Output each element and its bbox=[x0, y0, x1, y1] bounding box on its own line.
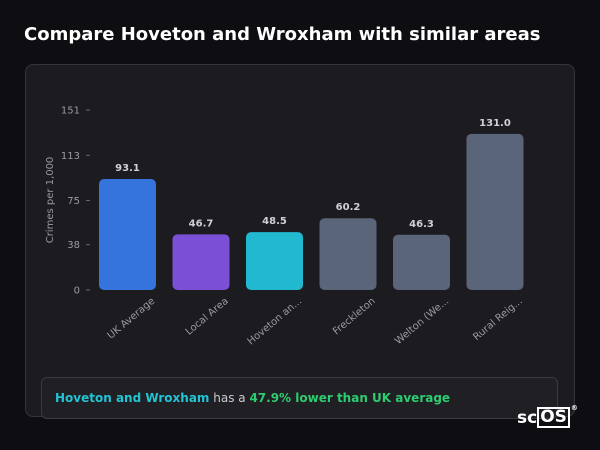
bar-value-label: 48.5 bbox=[262, 216, 287, 227]
bar-group: 46.7 Local Area bbox=[172, 218, 231, 338]
bar[interactable] bbox=[393, 234, 450, 290]
bar[interactable] bbox=[172, 234, 230, 290]
bar-group: 131.0 Rural Reig... bbox=[466, 118, 525, 343]
bar[interactable] bbox=[99, 179, 156, 290]
x-tick-label: Rural Reig... bbox=[471, 296, 524, 343]
bar-group: 60.2 Freckleton bbox=[319, 202, 378, 338]
page-title: Compare Hoveton and Wroxham with similar… bbox=[24, 24, 541, 45]
bar-value-label: 60.2 bbox=[336, 202, 361, 213]
y-tick-label: 151 bbox=[61, 106, 80, 117]
bar[interactable] bbox=[246, 232, 303, 290]
bar[interactable] bbox=[319, 218, 377, 290]
bar-group: 46.3 Welton (We... bbox=[393, 219, 451, 347]
bar-group: 48.5 Hoveton an... bbox=[246, 216, 305, 347]
bar-group: 93.1 UK Average bbox=[99, 163, 157, 342]
x-tick-label: Welton (We... bbox=[393, 296, 451, 347]
bar-value-label: 46.7 bbox=[189, 218, 214, 229]
registered-mark: ® bbox=[570, 403, 578, 412]
y-axis-label: Crimes per 1,000 bbox=[45, 157, 56, 244]
bars: 93.1 UK Average 46.7 Local Area 48.5 Hoveton … bbox=[99, 118, 525, 347]
summary-box: Hoveton and Wroxham has a 47.9% lower th… bbox=[41, 377, 558, 419]
summary-area-name: Hoveton and Wroxham bbox=[55, 391, 210, 405]
bar-value-label: 46.3 bbox=[409, 219, 434, 230]
x-tick-label: Freckleton bbox=[331, 296, 378, 338]
y-tick-label: 75 bbox=[67, 196, 80, 207]
x-tick-label: UK Average bbox=[106, 296, 158, 342]
bar-value-label: 131.0 bbox=[479, 118, 511, 129]
y-tick-label: 113 bbox=[61, 151, 80, 162]
summary-comparison: 47.9% lower than UK average bbox=[249, 391, 451, 405]
bar-value-label: 93.1 bbox=[115, 163, 140, 174]
y-tick-label: 0 bbox=[74, 286, 80, 297]
x-tick-label: Local Area bbox=[184, 296, 231, 338]
x-tick-label: Hoveton an... bbox=[246, 296, 305, 348]
y-tick-label: 38 bbox=[67, 240, 80, 251]
summary-text: has a bbox=[209, 391, 250, 405]
brand-logo: sc OS ® bbox=[517, 403, 578, 428]
bar[interactable] bbox=[466, 133, 524, 290]
logo-prefix: sc bbox=[517, 407, 538, 428]
logo-boxed-text: OS bbox=[537, 407, 570, 428]
y-axis: 0 38 75 113 151 bbox=[61, 106, 90, 297]
